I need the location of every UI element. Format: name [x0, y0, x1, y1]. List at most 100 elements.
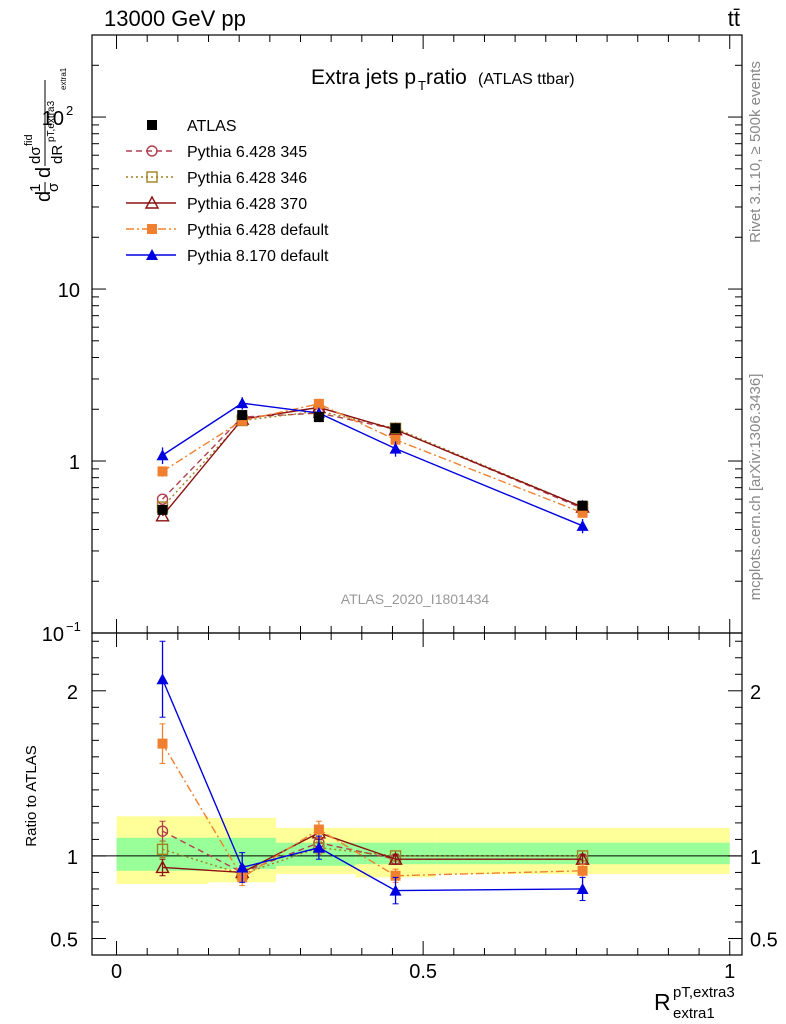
legend-label: Pythia 8.170 default	[187, 248, 329, 265]
data-point	[390, 423, 401, 434]
legend-marker	[146, 249, 158, 260]
x-ticks: 0 0.5 1	[111, 35, 735, 983]
series-atlas	[157, 410, 588, 515]
data-point	[155, 508, 170, 522]
data-point	[157, 466, 168, 477]
x-axis-label-sub: extra1	[673, 1005, 715, 1022]
data-point	[157, 504, 168, 515]
x-tick-label: 1	[724, 961, 735, 983]
main-y-tick-label: 10	[58, 280, 80, 302]
mcplots-watermark: mcplots.cern.ch [arXiv:1306.3436]	[747, 374, 764, 601]
header-right: tt̄	[728, 6, 740, 31]
main-y-tick-exp: 2	[66, 103, 73, 118]
svg-text:extra1: extra1	[59, 67, 68, 90]
ratio-point	[157, 738, 168, 749]
ratio-y-tick-label-right: 1	[750, 847, 761, 869]
data-point	[313, 398, 324, 409]
svg-text:dσ: dσ	[27, 146, 44, 164]
main-y-tick-label: 1	[69, 452, 80, 474]
ratio-frame	[91, 632, 743, 956]
legend-marker	[147, 224, 157, 234]
chart-title-small: (ATLAS ttbar)	[478, 71, 575, 88]
legend-label: Pythia 6.428 default	[187, 222, 329, 239]
svg-text:σ: σ	[45, 182, 62, 192]
data-point	[156, 493, 169, 505]
ratio-y-tick-label: 1	[67, 847, 78, 869]
legend-marker	[146, 145, 158, 157]
series-pythia-6-428-346	[156, 405, 589, 513]
ratio-point	[388, 851, 403, 865]
legend-item: Pythia 8.170 default	[126, 248, 329, 265]
chart-title-main: Extra jets p	[311, 66, 416, 89]
ratio-point	[577, 865, 588, 876]
svg-text:fid: fid	[23, 134, 35, 146]
legend-item: Pythia 6.428 346	[126, 170, 307, 187]
ratio-series	[155, 640, 590, 905]
ratio-point	[576, 882, 589, 894]
main-y-tick-exp: −1	[66, 619, 81, 634]
series-pythia-6-428-370	[155, 399, 590, 522]
series-line	[162, 410, 583, 508]
ratio-panel: Ratio to ATLAS	[23, 745, 40, 846]
svg-text:d: d	[33, 167, 55, 178]
data-point	[577, 507, 588, 518]
chart-title-rest: ratio	[426, 66, 467, 89]
chart-title-sub: T	[418, 78, 426, 93]
legend-label: ATLAS	[187, 118, 237, 135]
ratio-series-pythia-8-170-default	[156, 640, 589, 905]
legend-marker	[146, 171, 158, 183]
svg-text:dR: dR	[49, 145, 66, 164]
main-y-tick-label: 10	[42, 108, 64, 130]
data-point	[390, 434, 401, 445]
ratio-point	[389, 884, 402, 896]
x-tick-label: 0.5	[409, 961, 437, 983]
data-point	[313, 412, 324, 423]
ratio-point	[156, 673, 169, 685]
data-point	[576, 519, 589, 531]
main-y-tick-label: 10	[42, 624, 64, 646]
ratio-y-tick-label: 2	[67, 682, 78, 704]
ratio-point	[312, 841, 325, 853]
legend-item: Pythia 6.428 default	[126, 222, 329, 239]
ratio-bands	[92, 816, 742, 884]
data-point	[237, 415, 248, 426]
ratio-line	[162, 846, 583, 875]
ratio-y-tick-label-right: 0.5	[750, 929, 778, 951]
ratio-point	[390, 870, 401, 881]
analysis-watermark: ATLAS_2020_I1801434	[341, 591, 490, 607]
legend-item: Pythia 6.428 345	[126, 144, 307, 161]
header-left: 13000 GeV pp	[104, 6, 246, 31]
legend-item: Pythia 6.428 370	[126, 195, 307, 213]
ratio-y-ticks: 0.5 0.5 1 1 2 2	[50, 640, 778, 951]
legend-item: ATLAS	[147, 118, 237, 135]
data-point	[237, 410, 248, 421]
ratio-point	[156, 825, 169, 837]
data-point	[577, 500, 588, 511]
series-pythia-8-170-default	[156, 397, 589, 534]
series-line	[162, 402, 583, 527]
ratio-point	[236, 861, 249, 873]
legend-label: Pythia 6.428 345	[187, 144, 307, 161]
x-axis-label-main: R	[654, 989, 671, 1015]
x-axis-label: R pT,extra3 extra1	[654, 984, 735, 1022]
main-y-axis-label: d 1 σ d dσ fid dR pT,extra3 extra1	[23, 67, 68, 202]
ratio-point	[313, 824, 324, 835]
data-point	[236, 397, 249, 409]
series-pythia-6-428-345	[156, 407, 589, 515]
legend-label: Pythia 6.428 346	[187, 170, 307, 187]
series-line	[162, 403, 583, 514]
main-series	[155, 397, 590, 534]
data-point	[389, 442, 402, 454]
data-point	[156, 449, 169, 461]
x-tick-label: 0	[111, 961, 122, 983]
svg-text:d: d	[33, 191, 55, 202]
rivet-watermark: Rivet 3.1.10, ≥ 500k events	[747, 61, 764, 243]
ratio-y-tick-label: 0.5	[50, 929, 78, 951]
ratio-point	[156, 843, 169, 856]
ratio-point	[155, 860, 170, 874]
ratio-y-axis-label: Ratio to ATLAS	[23, 745, 40, 846]
legend-marker	[147, 120, 157, 130]
legend: ATLAS Pythia 6.428 345 Pythia 6.428 346 Pyt…	[126, 118, 329, 265]
